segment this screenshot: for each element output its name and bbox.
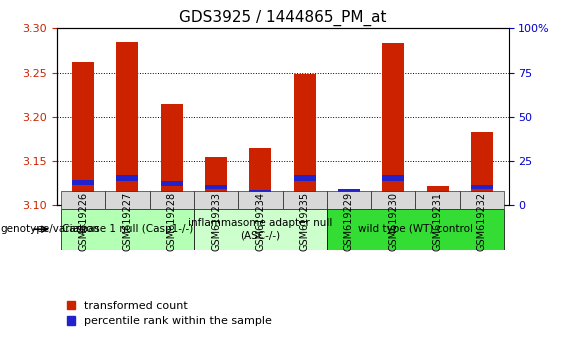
- Bar: [327, 191, 371, 209]
- Title: GDS3925 / 1444865_PM_at: GDS3925 / 1444865_PM_at: [179, 9, 386, 25]
- Bar: [194, 191, 238, 209]
- Bar: [460, 191, 504, 209]
- Text: GSM619233: GSM619233: [211, 192, 221, 251]
- Bar: [371, 191, 415, 209]
- Bar: [249, 190, 271, 195]
- Bar: [382, 44, 405, 205]
- Bar: [238, 191, 282, 209]
- Bar: [205, 185, 227, 189]
- Bar: [160, 104, 183, 205]
- Text: GSM619230: GSM619230: [388, 192, 398, 251]
- Bar: [150, 191, 194, 209]
- Bar: [471, 132, 493, 205]
- Bar: [116, 41, 138, 205]
- Text: GSM619231: GSM619231: [433, 192, 442, 251]
- Bar: [327, 209, 504, 250]
- Legend: transformed count, percentile rank within the sample: transformed count, percentile rank withi…: [62, 296, 277, 331]
- Text: GSM619234: GSM619234: [255, 192, 266, 251]
- Bar: [205, 157, 227, 205]
- Text: GSM619235: GSM619235: [299, 192, 310, 251]
- Bar: [338, 189, 360, 194]
- Bar: [72, 62, 94, 205]
- Bar: [282, 191, 327, 209]
- Bar: [294, 175, 316, 181]
- Bar: [382, 175, 405, 181]
- Bar: [194, 209, 327, 250]
- Text: GSM619232: GSM619232: [477, 192, 487, 251]
- Text: GSM619226: GSM619226: [78, 192, 88, 251]
- Bar: [471, 185, 493, 189]
- Bar: [105, 191, 150, 209]
- Text: inflammasome adapter null
(ASC-/-): inflammasome adapter null (ASC-/-): [188, 218, 333, 240]
- Text: wild type (WT) control: wild type (WT) control: [358, 224, 473, 234]
- Text: GSM619227: GSM619227: [123, 192, 132, 251]
- Bar: [160, 181, 183, 186]
- Bar: [61, 209, 194, 250]
- Bar: [116, 175, 138, 181]
- Bar: [61, 191, 105, 209]
- Text: GSM619228: GSM619228: [167, 192, 177, 251]
- Text: Caspase 1 null (Casp1-/-): Caspase 1 null (Casp1-/-): [62, 224, 193, 234]
- Bar: [427, 186, 449, 205]
- Bar: [294, 74, 316, 205]
- Bar: [72, 180, 94, 185]
- Text: genotype/variation: genotype/variation: [0, 224, 99, 234]
- Bar: [249, 148, 271, 205]
- Text: GSM619229: GSM619229: [344, 192, 354, 251]
- Bar: [415, 191, 460, 209]
- Bar: [338, 192, 360, 205]
